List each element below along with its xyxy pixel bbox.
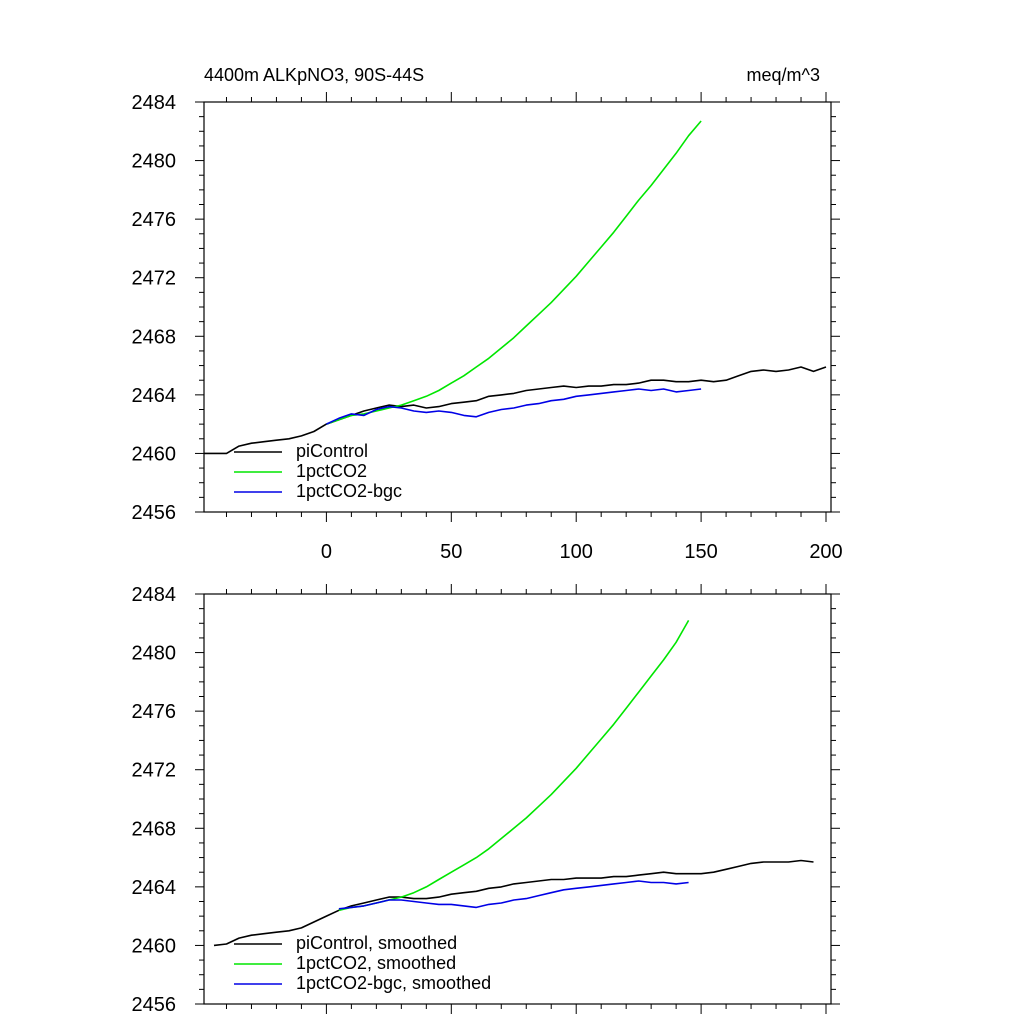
x-tick-label: 50: [440, 541, 462, 563]
x-tick-label: 200: [809, 541, 842, 563]
y-tick-label: 2456: [132, 994, 177, 1016]
series-line-picontrol: [204, 366, 827, 455]
y-tick-label: 2464: [132, 385, 177, 407]
y-tick-label: 2480: [132, 643, 177, 665]
series-line-1pctco2-smoothed: [338, 620, 690, 912]
y-tick-label: 2468: [132, 818, 177, 840]
series-line-1pctco2-bgc-smoothed: [338, 880, 689, 910]
y-tick-label: 2472: [132, 760, 177, 782]
y-tick-label: 2480: [132, 151, 177, 173]
bottom-panel: 2456 2460 2464 2468 2472 2476 2480 2484 piContro…: [132, 584, 840, 1016]
y-tick-label: 2484: [132, 92, 177, 114]
legend-label: 1pctCO2-bgc: [296, 481, 402, 501]
legend-label: piControl, smoothed: [296, 933, 457, 953]
legend-label: 1pctCO2-bgc, smoothed: [296, 973, 491, 993]
legend-label: piControl: [296, 441, 368, 461]
top-panel: 4400m ALKpNO3, 90S-44S meq/m^3 2456 2460 2…: [132, 65, 843, 563]
y-tick-label: 2460: [132, 443, 177, 465]
chart-title: 4400m ALKpNO3, 90S-44S: [204, 65, 424, 85]
series-line-1pctco2: [326, 120, 702, 425]
legend-label: 1pctCO2, smoothed: [296, 953, 456, 973]
y-tick-label: 2460: [132, 935, 177, 957]
x-tick-label: 150: [684, 541, 717, 563]
y-tick-label: 2456: [132, 502, 177, 524]
y-tick-label: 2476: [132, 701, 177, 723]
series-line-picontrol-smoothed: [213, 859, 814, 947]
legend-label: 1pctCO2: [296, 461, 367, 481]
series-line-1pctco2-bgc: [326, 388, 702, 425]
x-tick-label: 100: [560, 541, 593, 563]
y-tick-label: 2472: [132, 268, 177, 290]
y-tick-label: 2484: [132, 584, 177, 606]
y-tick-label: 2476: [132, 209, 177, 231]
x-tick-label: 0: [321, 541, 332, 563]
y-tick-label: 2464: [132, 877, 177, 899]
y-tick-label: 2468: [132, 326, 177, 348]
units-label: meq/m^3: [747, 65, 820, 85]
